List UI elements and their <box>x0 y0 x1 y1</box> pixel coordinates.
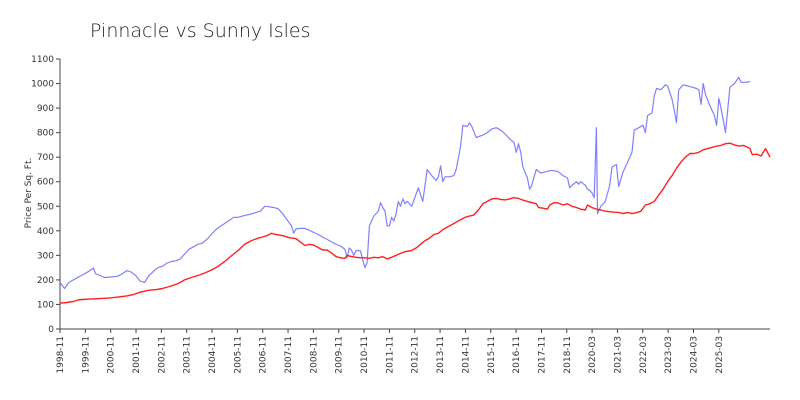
x-axis: 1998-11 1999-11 2000-11 2001-11 2002-11 2003-… <box>56 328 770 374</box>
y-axis-label: Price Per Sq. Ft. <box>24 158 34 229</box>
x-tick-label: 2023-03 <box>664 336 674 374</box>
y-tick-label: 1100 <box>31 55 54 65</box>
y-tick-label: 900 <box>37 104 54 114</box>
x-tick-label: 2025-03 <box>715 336 725 374</box>
x-tick-label: 2022-03 <box>639 336 649 374</box>
x-tick-label: 2008-11 <box>309 336 319 374</box>
x-tick-label: 2007-11 <box>284 336 294 374</box>
x-tick-label: 2017-11 <box>537 336 547 374</box>
x-tick-label: 2020-03 <box>588 336 598 374</box>
y-tick-label: 200 <box>37 276 54 286</box>
y-axis: 0 100 200 300 400 500 600 700 800 900 1000 1100 <box>31 55 61 335</box>
x-tick-label: 1998-11 <box>56 336 66 374</box>
series-group <box>59 76 771 304</box>
x-tick-label: 1999-11 <box>81 336 91 374</box>
y-tick-label: 500 <box>37 202 54 212</box>
y-tick-label: 700 <box>37 153 54 163</box>
series-line-2 <box>59 142 771 304</box>
y-tick-label: 1000 <box>31 80 54 90</box>
series-line-1 <box>59 76 751 290</box>
y-tick-label: 100 <box>37 300 54 310</box>
x-tick-label: 2018-11 <box>563 336 573 374</box>
x-tick-label: 2012-11 <box>411 336 421 374</box>
x-tick-label: 2005-11 <box>233 336 243 374</box>
x-tick-label: 2003-11 <box>183 336 193 374</box>
x-tick-label: 2009-11 <box>335 336 345 374</box>
y-tick-label: 800 <box>37 129 54 139</box>
x-tick-label: 2001-11 <box>132 336 142 374</box>
x-tick-label: 2010-11 <box>360 336 370 374</box>
x-tick-label: 2006-11 <box>259 336 269 374</box>
y-tick-label: 300 <box>37 251 54 261</box>
chart-title: Pinnacle vs Sunny Isles <box>90 20 311 42</box>
y-tick-label: 600 <box>37 178 54 188</box>
x-tick-label: 2000-11 <box>107 336 117 374</box>
x-tick-label: 2004-11 <box>208 336 218 374</box>
x-tick-label: 2016-11 <box>512 336 522 374</box>
x-tick-label: 2013-11 <box>436 336 446 374</box>
y-tick-label: 0 <box>48 325 54 335</box>
x-tick-label: 2024-03 <box>689 336 699 374</box>
x-tick-label: 2021-03 <box>613 336 623 374</box>
x-tick-label: 2015-11 <box>487 336 497 374</box>
x-tick-label: 2011-11 <box>385 336 395 374</box>
x-tick-label: 2002-11 <box>157 336 167 374</box>
x-tick-label: 2014-11 <box>461 336 471 374</box>
y-tick-label: 400 <box>37 227 54 237</box>
